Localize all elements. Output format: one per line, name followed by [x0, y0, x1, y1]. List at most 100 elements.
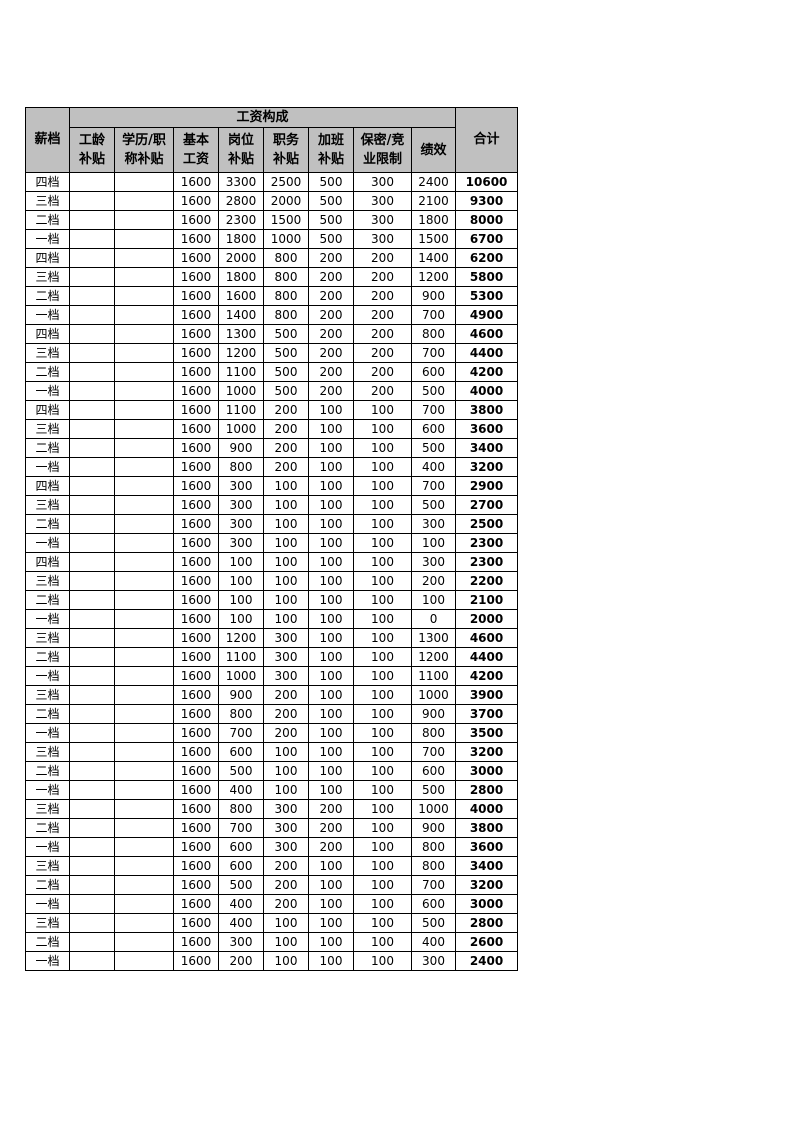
- value-cell: 200: [353, 267, 412, 287]
- total-cell: 4600: [455, 324, 519, 344]
- grade-cell: 二档: [25, 438, 70, 458]
- value-cell: 100: [263, 552, 309, 572]
- value-cell: 100: [353, 533, 412, 553]
- value-cell: 100: [353, 495, 412, 515]
- value-cell: 100: [218, 552, 264, 572]
- empty-cell: [114, 533, 174, 553]
- total-cell: 3800: [455, 400, 519, 420]
- empty-cell: [69, 438, 115, 458]
- value-cell: 900: [410, 704, 457, 724]
- grade-header: 薪档: [25, 107, 70, 173]
- data-row: 一档 1600 1800 1000 500 300 1500 6700: [25, 229, 519, 249]
- value-cell: 500: [218, 761, 264, 781]
- total-cell: 2300: [455, 552, 519, 572]
- value-cell: 1600: [173, 362, 219, 382]
- value-cell: 900: [218, 685, 264, 705]
- empty-cell: [114, 780, 174, 800]
- value-cell: 100: [353, 609, 412, 629]
- empty-cell: [69, 951, 115, 971]
- data-row: 二档 1600 2300 1500 500 300 1800 8000: [25, 210, 519, 230]
- value-cell: 300: [218, 514, 264, 534]
- value-cell: 1600: [173, 324, 219, 344]
- total-cell: 3600: [455, 837, 519, 857]
- value-cell: 1000: [218, 381, 264, 401]
- empty-cell: [114, 457, 174, 477]
- value-cell: 100: [353, 951, 412, 971]
- value-cell: 300: [263, 799, 309, 819]
- value-cell: 100: [308, 723, 354, 743]
- value-cell: 200: [308, 799, 354, 819]
- value-cell: 200: [308, 248, 354, 268]
- value-cell: 500: [218, 875, 264, 895]
- empty-cell: [114, 685, 174, 705]
- value-cell: 700: [410, 875, 457, 895]
- value-cell: 1600: [173, 609, 219, 629]
- value-cell: 1600: [173, 742, 219, 762]
- value-cell: 100: [308, 704, 354, 724]
- value-cell: 100: [308, 875, 354, 895]
- empty-cell: [114, 343, 174, 363]
- value-cell: 200: [353, 305, 412, 325]
- value-cell: 100: [353, 552, 412, 572]
- empty-cell: [69, 552, 115, 572]
- grade-cell: 四档: [25, 172, 70, 192]
- column-header: 保密/竞 业限制: [353, 127, 412, 173]
- value-cell: 1600: [173, 400, 219, 420]
- value-cell: 2100: [410, 191, 457, 211]
- value-cell: 100: [353, 818, 412, 838]
- data-row: 二档 1600 100 100 100 100 100 2100: [25, 590, 519, 610]
- value-cell: 100: [353, 514, 412, 534]
- value-cell: 1600: [173, 685, 219, 705]
- grade-cell: 三档: [25, 628, 70, 648]
- value-cell: 100: [353, 419, 412, 439]
- value-cell: 1600: [173, 666, 219, 686]
- value-cell: 100: [308, 552, 354, 572]
- value-cell: 500: [308, 172, 354, 192]
- empty-cell: [69, 343, 115, 363]
- value-cell: 1600: [173, 438, 219, 458]
- data-row: 一档 1600 200 100 100 100 300 2400: [25, 951, 519, 971]
- value-cell: 200: [353, 381, 412, 401]
- value-cell: 100: [410, 590, 457, 610]
- data-row: 一档 1600 400 100 100 100 500 2800: [25, 780, 519, 800]
- group-header: 工资构成: [68, 107, 457, 128]
- value-cell: 800: [263, 248, 309, 268]
- value-cell: 1600: [173, 913, 219, 933]
- header-line: 补贴: [317, 152, 344, 167]
- grade-cell: 四档: [25, 476, 70, 496]
- value-cell: 1600: [173, 780, 219, 800]
- grade-cell: 一档: [25, 381, 70, 401]
- value-cell: 100: [353, 761, 412, 781]
- value-cell: 500: [410, 438, 457, 458]
- value-cell: 100: [353, 837, 412, 857]
- empty-cell: [69, 533, 115, 553]
- value-cell: 200: [308, 267, 354, 287]
- value-cell: 100: [308, 533, 354, 553]
- value-cell: 1500: [410, 229, 457, 249]
- grade-cell: 一档: [25, 229, 70, 249]
- empty-cell: [69, 590, 115, 610]
- value-cell: 100: [263, 476, 309, 496]
- value-cell: 100: [308, 628, 354, 648]
- total-cell: 3400: [455, 856, 519, 876]
- header-line: 基本: [182, 133, 209, 148]
- value-cell: 100: [353, 799, 412, 819]
- header-line: 业限制: [362, 152, 402, 167]
- data-row: 二档 1600 300 100 100 100 300 2500: [25, 514, 519, 534]
- empty-cell: [114, 799, 174, 819]
- value-cell: 800: [263, 286, 309, 306]
- empty-cell: [114, 362, 174, 382]
- value-cell: 1600: [173, 305, 219, 325]
- empty-cell: [114, 818, 174, 838]
- value-cell: 1600: [173, 172, 219, 192]
- value-cell: 100: [353, 571, 412, 591]
- value-cell: 700: [410, 343, 457, 363]
- value-cell: 500: [263, 362, 309, 382]
- grade-cell: 四档: [25, 400, 70, 420]
- value-cell: 100: [308, 951, 354, 971]
- value-cell: 2500: [263, 172, 309, 192]
- value-cell: 300: [353, 210, 412, 230]
- value-cell: 1000: [263, 229, 309, 249]
- value-cell: 1000: [410, 799, 457, 819]
- value-cell: 600: [218, 856, 264, 876]
